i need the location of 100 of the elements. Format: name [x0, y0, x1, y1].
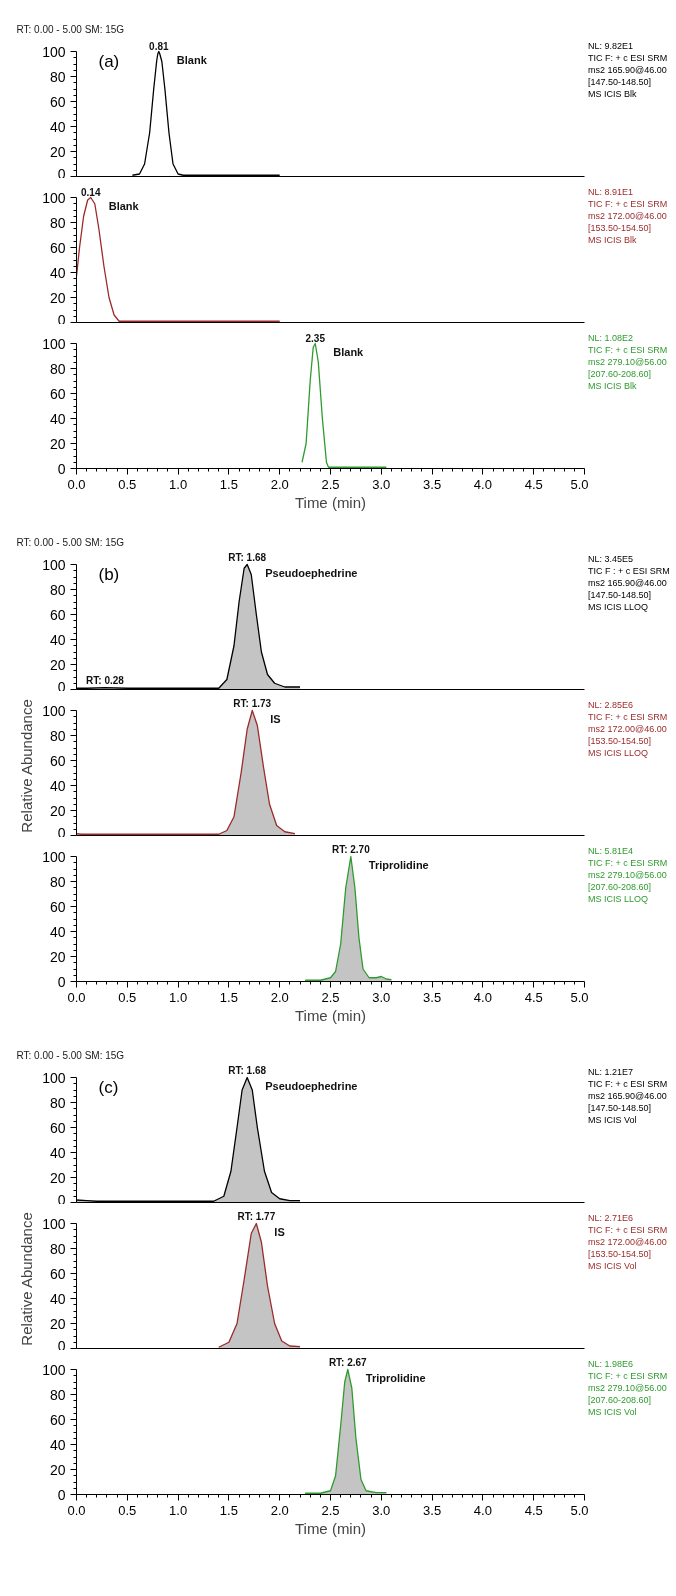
- text: NL: 8.91E1 TIC F: + c ESI SRM ms2 172.00@46.00 [153.50-154.50] MS ICIS Blk: [588, 186, 668, 246]
- y-tick-label: 20: [49, 656, 66, 673]
- text: NL: 9.82E1 TIC F: + c ESI SRM ms2 165.90@46.00 [147.50-148.50] MS ICIS Blk: [588, 40, 668, 100]
- x-tick-label: 4.0: [473, 989, 492, 1005]
- x-tick-label: 1.5: [219, 476, 238, 492]
- annotation: RT: 2.70: [331, 843, 371, 855]
- y-tick-label: 20: [49, 802, 66, 819]
- annotation: RT: 2.67: [328, 1356, 368, 1368]
- annotation: Blank: [108, 199, 140, 212]
- y-tick-label: 80: [49, 581, 66, 598]
- x-axis-title: Time (min): [294, 1006, 367, 1024]
- x-tick-label: 3.0: [372, 989, 391, 1005]
- x-tick-label: 2.0: [270, 989, 289, 1005]
- x-tick-label: 0.0: [67, 989, 86, 1005]
- y-tick-label: 100: [42, 189, 66, 206]
- y-tick-label: 80: [49, 214, 66, 231]
- x-tick-label: 0.0: [67, 476, 86, 492]
- x-tick-label: 1.0: [169, 989, 188, 1005]
- x-tick-label: 5.0: [570, 989, 589, 1005]
- y-tick-label: 40: [49, 264, 66, 281]
- x-tick-label: 5.0: [570, 476, 589, 492]
- y-tick-label: 100: [42, 1069, 66, 1086]
- y-tick-label: 100: [42, 556, 66, 573]
- y-tick-label: 80: [49, 1094, 66, 1111]
- annotation: Pseudoephedrine: [265, 1079, 358, 1092]
- annotation: 0.81: [149, 40, 169, 52]
- y-tick-label: 20: [49, 1315, 66, 1332]
- y-tick-label: 60: [49, 385, 66, 402]
- text: NL: 1.08E2 TIC F: + c ESI SRM ms2 279.10@56.00 [207.60-208.60] MS ICIS Blk: [588, 332, 668, 392]
- annotation: Blank: [333, 345, 365, 358]
- x-tick-label: 0.5: [118, 989, 137, 1005]
- y-tick-label: 20: [49, 1461, 66, 1478]
- y-tick-label: 100: [42, 702, 66, 719]
- y-tick-label: 60: [49, 1119, 66, 1136]
- x-tick-label: 5.0: [570, 1502, 589, 1518]
- x-tick-label: 0.5: [118, 1502, 137, 1518]
- y-tick-label: 0: [57, 460, 66, 477]
- y-tick-label: 60: [49, 606, 66, 623]
- annotation: RT: 1.68: [228, 551, 267, 563]
- x-tick-label: 1.5: [219, 989, 238, 1005]
- y-tick-label: 20: [49, 143, 66, 160]
- x-tick-label: 3.5: [423, 1502, 442, 1518]
- chart-subtitle: (a): [98, 52, 120, 71]
- x-tick-label: 4.5: [524, 1502, 543, 1518]
- x-tick-label: 4.5: [524, 989, 543, 1005]
- x-tick-label: 2.0: [270, 1502, 289, 1518]
- x-tick-label: 1.0: [169, 1502, 188, 1518]
- annotation: 2.35: [305, 332, 326, 344]
- x-tick-label: 2.0: [270, 476, 289, 492]
- y-tick-label: 100: [42, 1361, 66, 1378]
- y-tick-label: 100: [42, 43, 66, 60]
- chart-title: RT: 0.00 - 5.00 SM: 15G: [16, 23, 125, 35]
- chart-subtitle: (c): [98, 1078, 119, 1097]
- x-tick-label: 4.0: [473, 1502, 492, 1518]
- y-tick-label: 100: [42, 335, 66, 352]
- y-tick-label: 100: [42, 1215, 66, 1232]
- y-tick-label: 80: [49, 68, 66, 85]
- y-axis-title: Relative Abundance: [18, 699, 36, 833]
- y-tick-label: 0: [57, 165, 66, 182]
- annotation: RT: 0.28: [86, 674, 125, 686]
- x-tick-label: 1.0: [169, 476, 188, 492]
- y-tick-label: 0: [57, 1486, 66, 1503]
- y-tick-label: 0: [57, 1191, 66, 1208]
- y-tick-label: 40: [49, 923, 66, 940]
- y-tick-label: 60: [49, 752, 66, 769]
- y-tick-label: 60: [49, 898, 66, 915]
- y-tick-label: 20: [49, 435, 66, 452]
- y-tick-label: 60: [49, 93, 66, 110]
- y-tick-label: 40: [49, 118, 66, 135]
- y-tick-label: 20: [49, 948, 66, 965]
- text: NL: 3.45E5 TIC F : + c ESI SRM ms2 165.90@46.00 [147.50-148.50] MS ICIS LLOQ: [588, 553, 670, 613]
- y-tick-label: 80: [49, 1240, 66, 1257]
- y-tick-label: 0: [57, 678, 66, 695]
- annotation: Blank: [176, 53, 208, 66]
- y-tick-label: 40: [49, 1144, 66, 1161]
- text: NL: 1.98E6 TIC F: + c ESI SRM ms2 279.10@56.00 [207.60-208.60] MS ICIS Vol: [588, 1358, 668, 1418]
- x-tick-label: 2.5: [321, 1502, 340, 1518]
- text: NL: 2.71E6 TIC F: + c ESI SRM ms2 172.00@46.00 [153.50-154.50] MS ICIS Vol: [588, 1212, 668, 1272]
- y-tick-label: 80: [49, 873, 66, 890]
- y-tick-label: 40: [49, 777, 66, 794]
- y-tick-label: 60: [49, 1265, 66, 1282]
- y-tick-label: 40: [49, 631, 66, 648]
- x-tick-label: 0.5: [118, 476, 137, 492]
- y-tick-label: 0: [57, 824, 66, 841]
- annotation: RT: 1.68: [228, 1064, 267, 1076]
- y-tick-label: 60: [49, 1411, 66, 1428]
- x-tick-label: 3.0: [372, 476, 391, 492]
- y-tick-label: 0: [57, 973, 66, 990]
- y-axis-title: Relative Abundance: [18, 1212, 36, 1346]
- chart-title: RT: 0.00 - 5.00 SM: 15G: [16, 1049, 125, 1061]
- x-axis-title: Time (min): [294, 1519, 367, 1537]
- annotation: Pseudoephedrine: [265, 566, 358, 579]
- y-tick-label: 40: [49, 1290, 66, 1307]
- chart-subtitle: (b): [98, 565, 120, 584]
- text: NL: 5.81E4 TIC F: + c ESI SRM ms2 279.10@56.00 [207.60-208.60] MS ICIS LLOQ: [588, 845, 668, 905]
- chart-title: RT: 0.00 - 5.00 SM: 15G: [16, 536, 125, 548]
- x-tick-label: 1.5: [219, 1502, 238, 1518]
- x-tick-label: 3.0: [372, 1502, 391, 1518]
- y-tick-label: 20: [49, 1169, 66, 1186]
- y-tick-label: 80: [49, 727, 66, 744]
